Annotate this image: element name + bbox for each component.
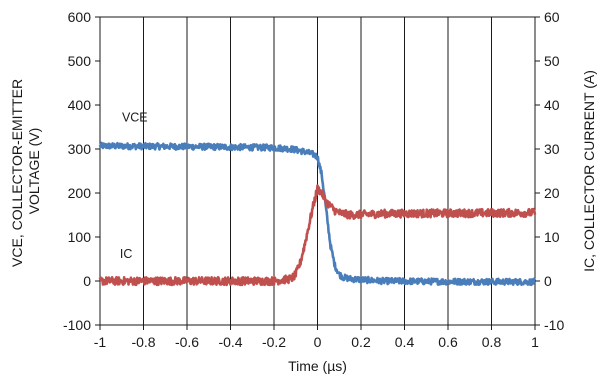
y-axis-right-label: IC, COLLECTOR CURRENT (A)	[581, 70, 597, 272]
series-line-ic	[98, 184, 537, 287]
y-right-tick-label: 60	[544, 9, 560, 25]
y-right-tick-label: 0	[544, 273, 552, 289]
x-tick-label: 0.4	[395, 334, 415, 350]
x-tick-label: 0.2	[351, 334, 371, 350]
series-annotation-vce: VCE	[122, 111, 148, 125]
y-right-tick-label: 50	[544, 53, 560, 69]
series-layer	[98, 141, 537, 287]
x-tick-label: -0.4	[218, 334, 242, 350]
series-line-vce	[98, 141, 537, 287]
x-tick-label: 0	[314, 334, 322, 350]
y-left-tick-label: 0	[83, 273, 91, 289]
y-axis-left-label-line-2: VOLTAGE (V)	[26, 128, 42, 215]
x-tick-label: -0.2	[262, 334, 286, 350]
series-annotations: VCE IC	[120, 111, 148, 261]
tick-labels: -1 -0.8 -0.6 -0.4 -0.2 0 0.2 0.4 0.6 0.8 1-1000100…	[63, 9, 564, 350]
y-left-tick-label: -100	[63, 317, 91, 333]
series-annotation-ic: IC	[120, 247, 133, 261]
x-axis-label: Time (µs)	[288, 358, 347, 374]
y-left-tick-label: 300	[68, 141, 92, 157]
x-tick-label: 0.8	[482, 334, 502, 350]
y-right-tick-label: 20	[544, 185, 560, 201]
x-tick-label: -0.8	[131, 334, 155, 350]
x-tick-label: 1	[531, 334, 539, 350]
y-right-tick-label: 30	[544, 141, 560, 157]
y-left-tick-label: 100	[68, 229, 92, 245]
y-right-tick-label: 10	[544, 229, 560, 245]
y-right-tick-label: -10	[544, 317, 564, 333]
x-tick-label: -0.6	[175, 334, 199, 350]
y-left-tick-label: 500	[68, 53, 92, 69]
x-tick-label: 0.6	[438, 334, 458, 350]
x-tick-label: -1	[94, 334, 107, 350]
y-left-tick-label: 400	[68, 97, 92, 113]
y-axis-left-label-line-1: VCE, COLLECTOR-EMITTER	[9, 79, 25, 267]
y-right-tick-label: 40	[544, 97, 560, 113]
y-left-tick-label: 200	[68, 185, 92, 201]
y-axis-left-label: VCE, COLLECTOR-EMITTER VOLTAGE (V)	[9, 75, 42, 267]
y-left-tick-label: 600	[68, 9, 92, 25]
